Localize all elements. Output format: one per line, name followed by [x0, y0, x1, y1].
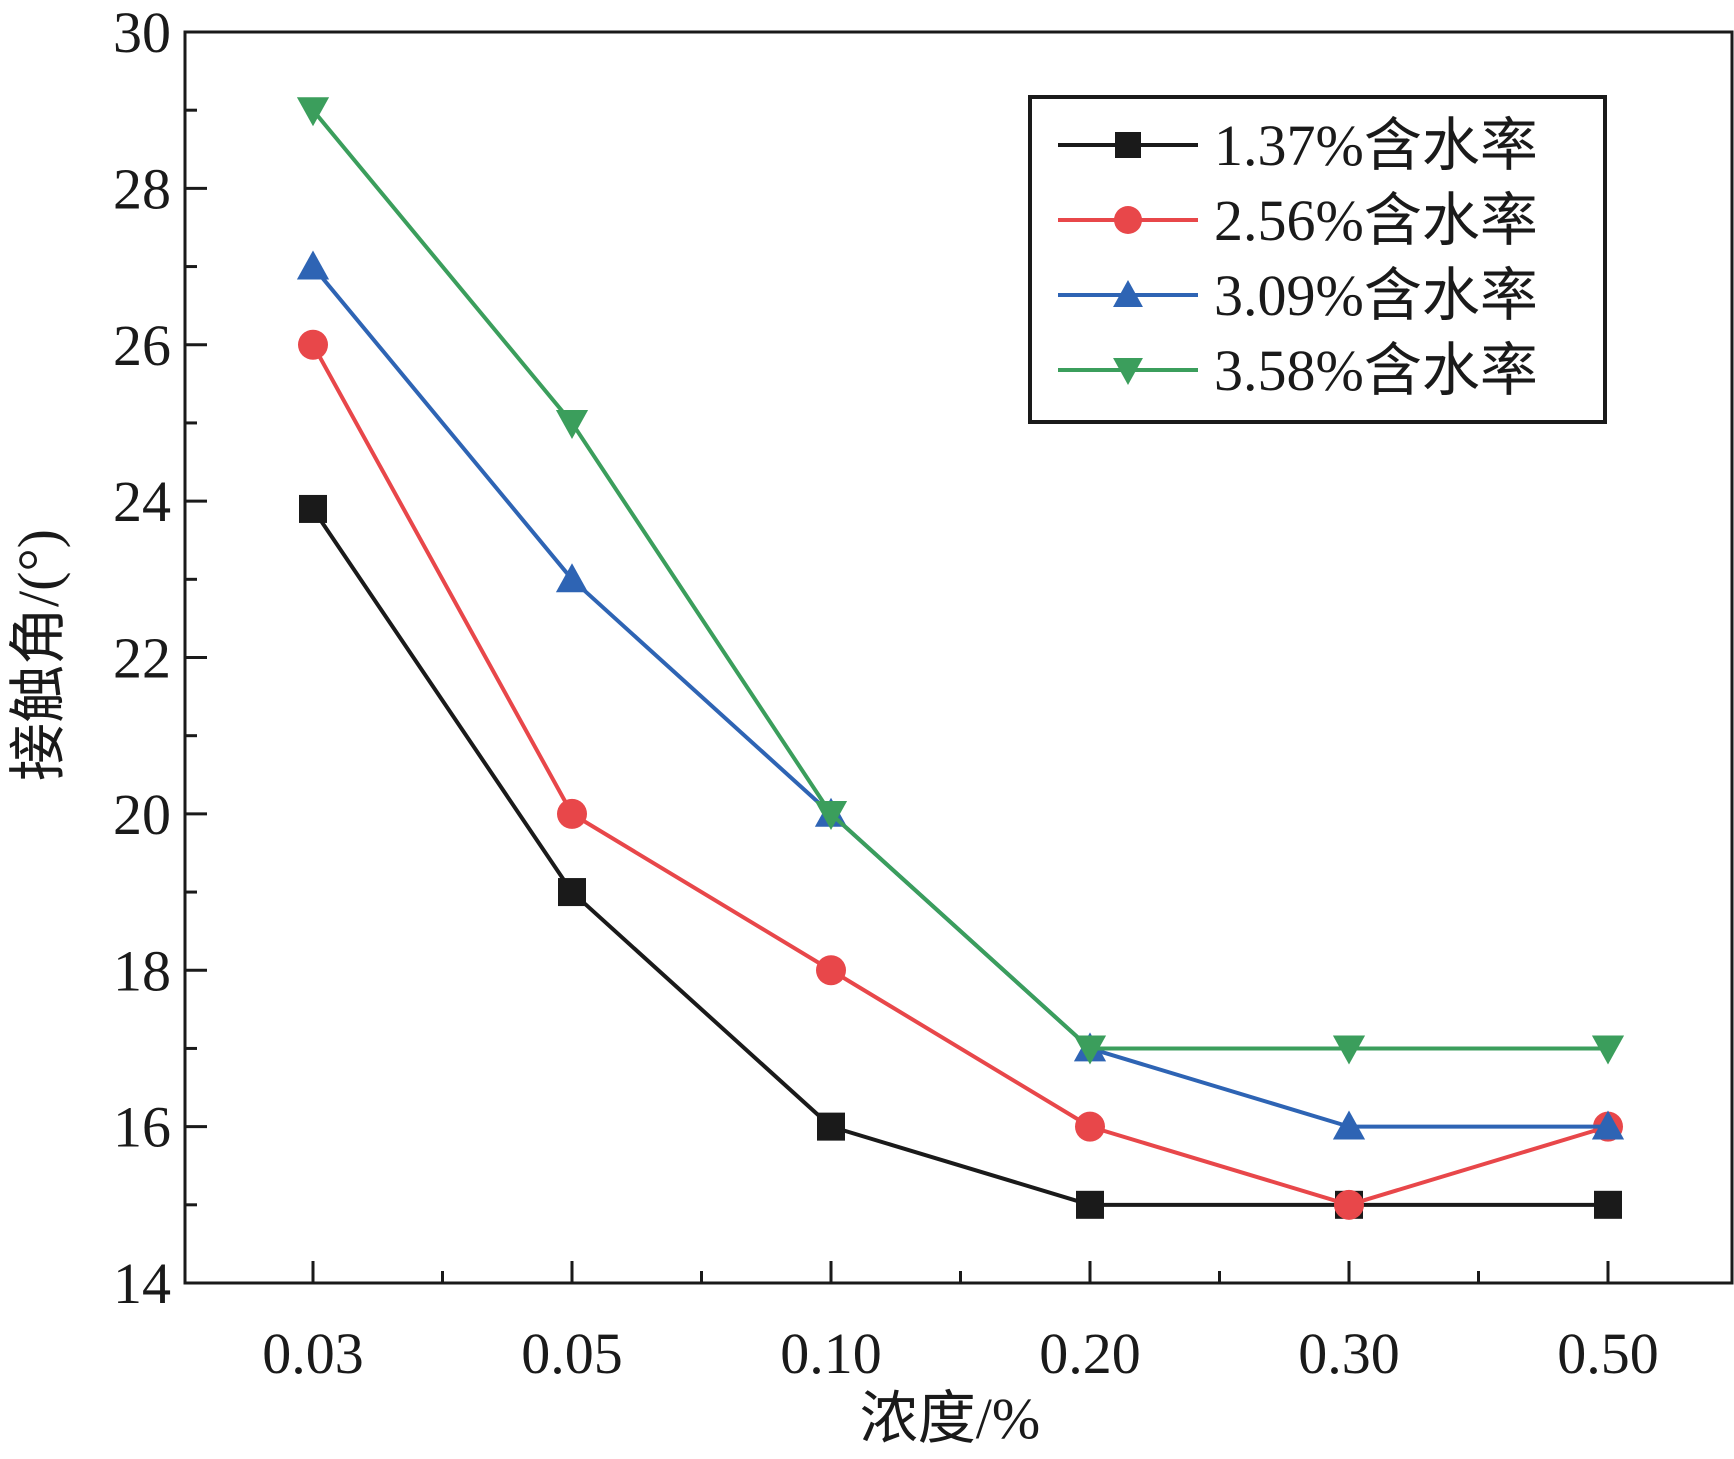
series-line [311, 507, 1608, 1207]
legend-marker [1115, 132, 1141, 158]
data-point [555, 410, 589, 440]
data-point [1591, 1035, 1625, 1065]
data-point [1591, 1110, 1625, 1140]
data-point [1334, 1189, 1364, 1220]
data-point [816, 955, 846, 986]
legend-item: 1.37%含水率 [1058, 113, 1538, 178]
data-point [555, 563, 589, 593]
data-point [1332, 1035, 1366, 1065]
series-line [311, 343, 1609, 1207]
series-line [311, 108, 1608, 1051]
series-2 [298, 329, 1623, 1220]
series-4 [296, 97, 1625, 1065]
x-tick-label: 0.03 [262, 1321, 364, 1386]
legend-marker [1113, 358, 1143, 385]
data-point [557, 798, 587, 829]
y-tick-label: 30 [113, 0, 171, 65]
data-point [1076, 1190, 1104, 1219]
y-axis-title: 接触角/(°) [6, 529, 71, 781]
x-tick-label: 0.30 [1298, 1321, 1400, 1386]
x-tick-label: 0.05 [521, 1321, 623, 1386]
legend-label: 3.09%含水率 [1214, 263, 1538, 328]
legend-item: 2.56%含水率 [1058, 188, 1538, 253]
legend-label: 1.37%含水率 [1214, 113, 1538, 178]
legend: 1.37%含水率 2.56%含水率 3.09%含水率 3.58%含水率 [1028, 95, 1607, 424]
legend-item: 3.58%含水率 [1058, 338, 1538, 403]
data-point [296, 97, 330, 127]
data-point [1332, 1110, 1366, 1140]
legend-label: 2.56%含水率 [1214, 188, 1538, 253]
y-tick-label: 28 [113, 156, 171, 221]
data-point [1073, 1035, 1107, 1065]
data-point [558, 878, 586, 907]
data-point [1594, 1190, 1622, 1219]
y-tick-label: 14 [113, 1251, 171, 1316]
axes: 14 16 18 20 22 24 26 28 30 0.03 0.05 0.10 0.20 0.30 0.… [113, 0, 1734, 1386]
x-tick-label: 0.20 [1039, 1321, 1141, 1386]
x-tick-label: 0.10 [780, 1321, 882, 1386]
y-tick-label: 22 [113, 626, 171, 691]
y-tick-label: 26 [113, 313, 171, 378]
data-point [298, 329, 328, 360]
y-tick-label: 16 [113, 1095, 171, 1160]
y-tick-label: 24 [113, 469, 171, 534]
data-point [299, 494, 327, 523]
series-group [296, 97, 1625, 1220]
x-axis-title: 浓度/% [860, 1386, 1040, 1451]
y-tick-label: 18 [113, 938, 171, 1003]
legend-item: 3.09%含水率 [1058, 263, 1538, 328]
x-tick-label: 0.50 [1557, 1321, 1659, 1386]
data-point [296, 250, 330, 280]
legend-marker [1113, 280, 1143, 307]
data-point [817, 1112, 845, 1141]
legend-label: 3.58%含水率 [1214, 338, 1538, 403]
legend-marker [1114, 206, 1142, 234]
data-point [1075, 1111, 1105, 1142]
y-tick-label: 20 [113, 782, 171, 847]
data-point [814, 800, 848, 830]
